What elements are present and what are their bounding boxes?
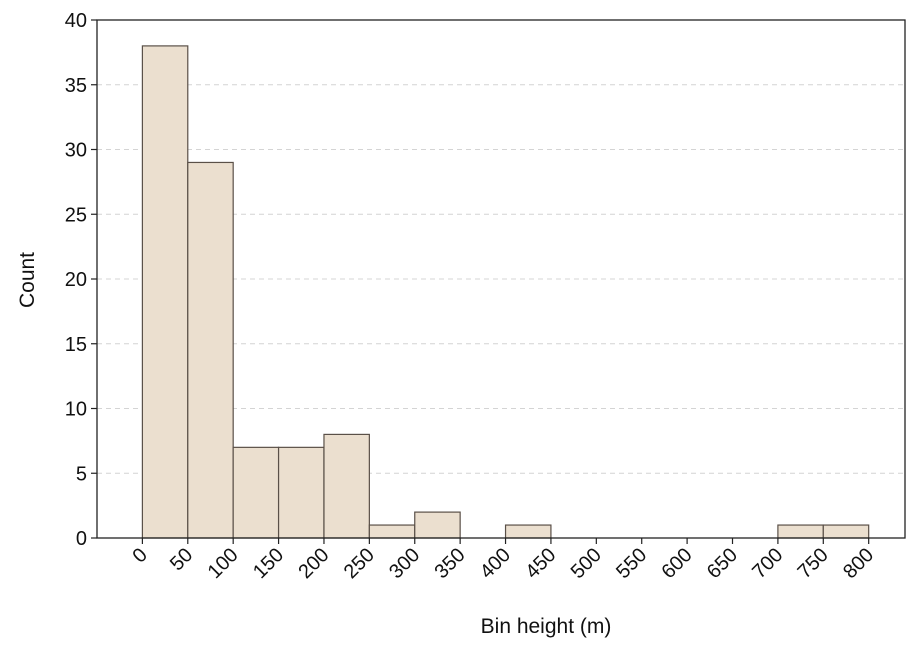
- bar-750-800: [822, 524, 870, 539]
- x-tick-label: 600: [657, 544, 696, 583]
- x-tick-label: 250: [340, 544, 379, 583]
- x-tick-label: 400: [476, 544, 515, 583]
- x-tick-label: 100: [204, 544, 243, 583]
- x-tick-label: 0: [129, 544, 152, 567]
- bar-300-350: [414, 511, 461, 539]
- y-axis: 0 5 10 15 20 25 30 35 40: [65, 10, 97, 550]
- x-tick-label: 550: [612, 544, 651, 583]
- x-tick-label: 500: [567, 544, 606, 583]
- bar-200-250: [323, 433, 370, 539]
- y-axis-title: Count: [16, 252, 39, 308]
- bar-400-450: [504, 524, 552, 539]
- y-tick-label: 40: [65, 10, 87, 32]
- y-tick-label: 30: [65, 140, 87, 162]
- x-axis-title: Bin height (m): [481, 615, 612, 638]
- bar-150-200: [277, 446, 325, 539]
- x-tick-label: 700: [748, 544, 787, 583]
- y-tick-label: 20: [65, 269, 87, 291]
- bar-250-300: [368, 524, 416, 539]
- y-tick-label: 35: [65, 75, 87, 97]
- x-tick-label: 50: [166, 544, 197, 575]
- bar-50-100: [187, 161, 234, 539]
- x-tick-label: 800: [839, 544, 878, 583]
- bar-0-50: [141, 45, 189, 539]
- y-tick-label: 5: [76, 463, 87, 485]
- x-tick-label: 350: [431, 544, 470, 583]
- x-tick-label: 200: [294, 544, 333, 583]
- y-tick-label: 15: [65, 334, 87, 356]
- x-tick-label: 300: [385, 544, 424, 583]
- bar-100-150: [232, 446, 280, 539]
- x-tick-label: 150: [249, 544, 288, 583]
- x-tick-label: 450: [521, 544, 560, 583]
- x-tick-label: 650: [703, 544, 742, 583]
- bar-700-750: [777, 524, 824, 539]
- bars: [141, 45, 870, 539]
- x-axis: 0 50 100 150 200 250 300 350 400 450 500 550 600 650 7…: [129, 538, 878, 583]
- y-tick-label: 25: [65, 204, 87, 226]
- y-tick-label: 10: [65, 399, 87, 421]
- y-tick-label: 0: [76, 528, 87, 550]
- x-tick-label: 750: [794, 544, 833, 583]
